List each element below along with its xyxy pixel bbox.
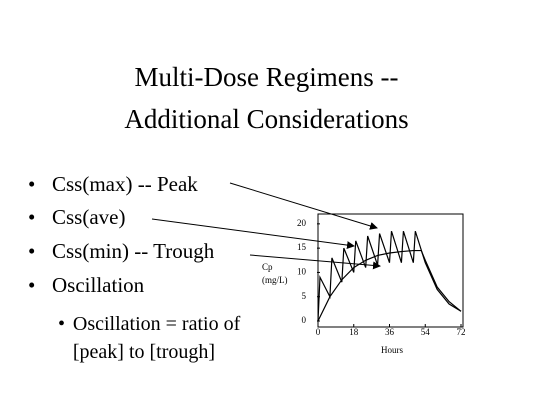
y-tick-label: 15	[297, 242, 307, 252]
x-tick-label: 54	[421, 327, 431, 337]
bullet: • Css(ave)	[28, 205, 126, 229]
bullet-text: Css(min) -- Trough	[52, 239, 215, 263]
x-tick-label: 72	[457, 327, 466, 337]
line-series	[317, 230, 462, 322]
annotation-arrow	[229, 182, 378, 230]
x-axis-label: Hours	[381, 345, 403, 355]
annotation-arrow	[151, 218, 355, 250]
slide-title: Multi-Dose Regimens --	[134, 62, 399, 92]
bullet: • Oscillation	[28, 273, 145, 297]
x-tick-label: 36	[385, 327, 395, 337]
bullet-text: Oscillation	[52, 273, 145, 297]
x-tick-label: 0	[316, 327, 321, 337]
bullet: • Css(max) -- Peak	[28, 172, 198, 196]
y-tick-label: 5	[302, 291, 307, 301]
x-tick-label: 18	[349, 327, 359, 337]
y-axis-label: (mg/L)	[262, 275, 288, 285]
sub-bullet-text: Oscillation = ratio of [peak] to [trough…	[72, 313, 241, 363]
bullet-text: Css(max) -- Peak	[52, 172, 198, 196]
slide-title: Additional Considerations	[124, 104, 409, 134]
line-series	[317, 249, 462, 322]
y-axis-label: Cp	[262, 262, 273, 272]
bullet-text: Css(ave)	[52, 205, 126, 229]
y-tick-label: 20	[297, 218, 307, 228]
y-tick-label: 10	[297, 266, 307, 276]
sub-bullet: • Oscillation = ratio of [peak] to [troug…	[58, 310, 268, 366]
plot-frame	[317, 213, 464, 328]
y-tick-label: 0	[302, 315, 307, 325]
bullet: • Css(min) -- Trough	[28, 239, 215, 263]
